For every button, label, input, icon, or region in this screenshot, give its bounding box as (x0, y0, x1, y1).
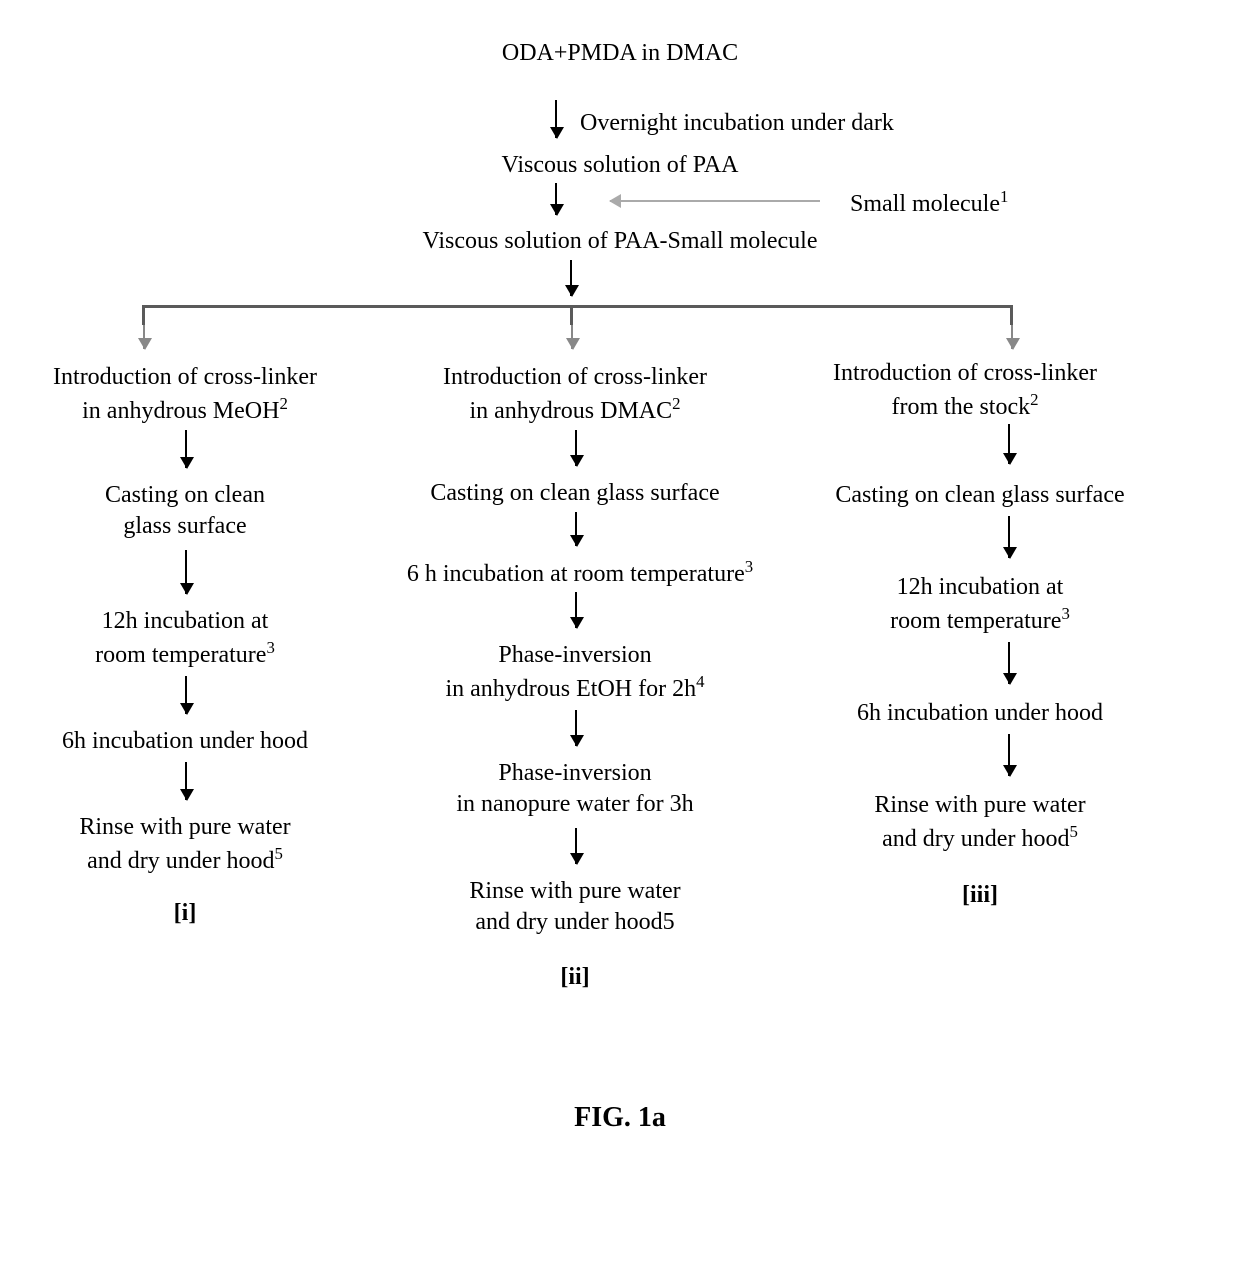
arrow-down-icon (575, 710, 577, 746)
colB-label: [ii] (390, 962, 760, 993)
arrow-down-icon (575, 512, 577, 546)
arrow-down-icon (1008, 734, 1010, 776)
line1: Phase-inversion (498, 642, 651, 668)
line1: Introduction of cross-linker (833, 360, 1097, 386)
colA-step3: 12h incubation at room temperature3 (30, 606, 340, 671)
colA-step2: Casting on clean glass surface (30, 480, 340, 542)
annotation-overnight: Overnight incubation under dark (580, 108, 894, 139)
colB-step1: Introduction of cross-linker in anhydrou… (390, 362, 760, 427)
arrow-down-icon (570, 260, 572, 296)
line2: from the stock (891, 394, 1030, 420)
colA-label: [i] (30, 898, 340, 929)
sup: 2 (279, 394, 287, 413)
step-paa-small: Viscous solution of PAA-Small molecule (0, 226, 1240, 257)
arrow-down-icon (575, 430, 577, 466)
colC-step4: 6h incubation under hood (800, 698, 1160, 729)
title-text: ODA+PMDA in DMAC (0, 38, 1240, 69)
colC-step3: 12h incubation at room temperature3 (820, 572, 1140, 637)
line2: room temperature (890, 608, 1061, 634)
line: 6 h incubation at room temperature (407, 561, 745, 587)
arrow-down-icon (1008, 642, 1010, 684)
line2: room temperature (95, 642, 266, 668)
arrow-down-icon (185, 430, 187, 468)
line1: Phase-inversion (498, 760, 651, 786)
arrow-down-icon (555, 100, 557, 138)
colB-step4: Phase-inversion in anhydrous EtOH for 2h… (390, 640, 760, 705)
colC-step2: Casting on clean glass surface (790, 480, 1170, 511)
colB-step3: 6 h incubation at room temperature3 (370, 556, 790, 590)
arrow-down-icon (1011, 325, 1013, 349)
line1: Introduction of cross-linker (443, 364, 707, 390)
colC-label: [iii] (820, 880, 1140, 911)
side-input-label: Small molecule (850, 191, 1000, 217)
sup: 5 (274, 844, 282, 863)
line2: in anhydrous DMAC (469, 398, 672, 424)
split-horizontal (142, 305, 1012, 308)
arrow-down-icon (1008, 424, 1010, 464)
colA-step1: Introduction of cross-linker in anhydrou… (30, 362, 340, 427)
arrow-down-icon (1008, 516, 1010, 558)
split-stem-mid (570, 305, 573, 325)
line1: Rinse with pure water (79, 814, 290, 840)
line2: glass surface (123, 513, 246, 539)
line1: Casting on clean (105, 482, 265, 508)
colB-step6: Rinse with pure water and dry under hood… (390, 876, 760, 938)
sup: 3 (266, 638, 274, 657)
arrow-down-icon (185, 550, 187, 594)
sup: 3 (1061, 604, 1069, 623)
sup: 4 (696, 672, 704, 691)
sup: 3 (745, 557, 753, 576)
arrow-down-icon (575, 828, 577, 864)
line2: and dry under hood (882, 826, 1069, 852)
arrow-down-icon (143, 325, 145, 349)
arrow-down-icon (185, 676, 187, 714)
arrow-down-icon (185, 762, 187, 800)
line1: Rinse with pure water (874, 792, 1085, 818)
line1: 12h incubation at (102, 608, 269, 634)
line2: in anhydrous EtOH for 2h (445, 676, 696, 702)
colC-step5: Rinse with pure water and dry under hood… (820, 790, 1140, 855)
line2: in anhydrous MeOH (82, 398, 279, 424)
split-stem-left (142, 305, 145, 325)
arrow-down-icon (555, 183, 557, 215)
line2: and dry under hood5 (475, 909, 674, 935)
colB-step5: Phase-inversion in nanopure water for 3h (390, 758, 760, 820)
colA-step5: Rinse with pure water and dry under hood… (30, 812, 340, 877)
split-stem-right (1010, 305, 1013, 325)
sup: 5 (1069, 822, 1077, 841)
colA-step4: 6h incubation under hood (10, 726, 360, 757)
line1: Rinse with pure water (469, 878, 680, 904)
line1: Introduction of cross-linker (53, 364, 317, 390)
flowchart-canvas: ODA+PMDA in DMAC Overnight incubation un… (0, 0, 1240, 1281)
arrow-down-icon (571, 325, 573, 349)
side-input-sup: 1 (1000, 187, 1008, 206)
side-input-text: Small molecule1 (850, 186, 1008, 220)
colB-step2: Casting on clean glass surface (380, 478, 770, 509)
arrow-down-icon (575, 592, 577, 628)
sup: 2 (672, 394, 680, 413)
line2: and dry under hood (87, 848, 274, 874)
line1: 12h incubation at (897, 574, 1064, 600)
arrow-left-icon (610, 200, 820, 202)
sup: 2 (1030, 390, 1038, 409)
colC-step1: Introduction of cross-linker from the st… (800, 358, 1130, 423)
line2: in nanopure water for 3h (456, 791, 693, 817)
figure-label: FIG. 1a (0, 1100, 1240, 1136)
step-paa: Viscous solution of PAA (0, 150, 1240, 181)
